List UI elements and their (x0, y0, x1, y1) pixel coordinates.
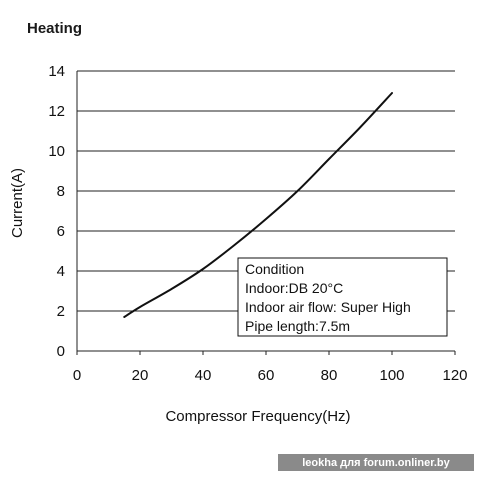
y-tick-label-6: 6 (57, 223, 65, 240)
x-tick-label-20: 20 (132, 367, 149, 384)
y-tick-label-10: 10 (48, 143, 65, 160)
x-tick-label-60: 60 (258, 367, 275, 384)
y-tick-label-4: 4 (57, 263, 65, 280)
x-tick-label-40: 40 (195, 367, 212, 384)
x-tick-label-80: 80 (321, 367, 338, 384)
watermark-text: leokha для forum.onliner.by (302, 457, 450, 469)
y-tick-label-14: 14 (48, 63, 65, 80)
condition-box: Condition Indoor:DB 20°C Indoor air flow… (237, 257, 448, 337)
chart-title: Heating (27, 20, 82, 37)
x-axis-label: Compressor Frequency(Hz) (165, 408, 350, 425)
x-tick-label-0: 0 (73, 367, 81, 384)
x-tick-label-120: 120 (442, 367, 467, 384)
condition-box-frame (237, 257, 448, 337)
condition-line-air-flow: Indoor air flow: Super High (245, 299, 411, 315)
y-tick-label-12: 12 (48, 103, 65, 120)
watermark-background (278, 454, 474, 471)
watermark: leokha для forum.onliner.by (278, 454, 474, 471)
y-tick-label-0: 0 (57, 343, 65, 360)
y-tick-label-8: 8 (57, 183, 65, 200)
x-tick-label-100: 100 (379, 367, 404, 384)
condition-line-pipe-length: Pipe length:7.5m (245, 318, 350, 334)
y-axis-ticks: 0 2 4 6 8 10 12 14 (48, 63, 65, 360)
series-line-0 (123, 92, 393, 318)
series-layer (123, 92, 393, 318)
condition-line-indoor-temp: Indoor:DB 20°C (245, 280, 343, 296)
y-tick-label-2: 2 (57, 303, 65, 320)
grid-lines (77, 70, 455, 312)
condition-line-title: Condition (245, 261, 304, 277)
x-axis-ticks: 0 20 40 60 80 100 120 (73, 351, 468, 384)
y-axis-label: Current(A) (9, 168, 26, 238)
